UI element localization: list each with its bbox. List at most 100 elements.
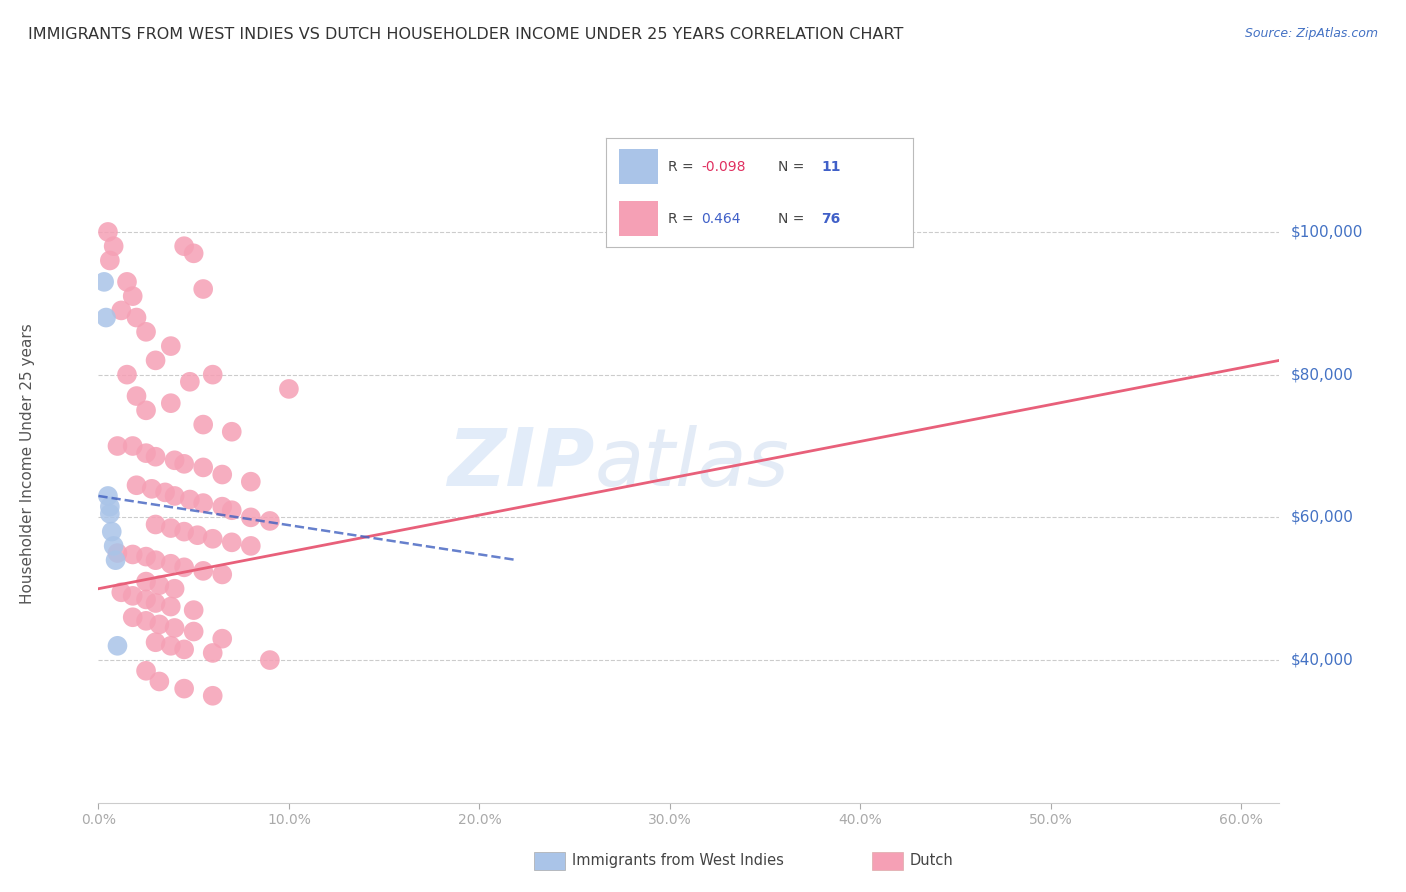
Point xyxy=(211,567,233,582)
Point xyxy=(115,275,138,289)
Point xyxy=(163,621,186,635)
Point xyxy=(239,475,262,489)
Point xyxy=(183,603,205,617)
Point xyxy=(179,492,201,507)
Point xyxy=(110,303,132,318)
Point xyxy=(221,535,243,549)
Point xyxy=(100,524,122,539)
Point xyxy=(159,639,181,653)
Point xyxy=(145,353,167,368)
Point xyxy=(173,560,195,574)
Point xyxy=(201,368,224,382)
Point xyxy=(259,514,281,528)
Text: $80,000: $80,000 xyxy=(1291,368,1354,382)
Point xyxy=(173,457,195,471)
Point xyxy=(121,610,143,624)
Point xyxy=(201,532,224,546)
Point xyxy=(186,528,208,542)
Text: Source: ZipAtlas.com: Source: ZipAtlas.com xyxy=(1244,27,1378,40)
Point xyxy=(148,674,170,689)
Point xyxy=(173,681,195,696)
Point xyxy=(163,489,186,503)
Point xyxy=(98,253,121,268)
Text: $60,000: $60,000 xyxy=(1291,510,1354,524)
Point xyxy=(97,225,120,239)
Point xyxy=(159,521,181,535)
Point xyxy=(193,282,215,296)
Point xyxy=(193,417,215,432)
Point xyxy=(153,485,176,500)
Text: IMMIGRANTS FROM WEST INDIES VS DUTCH HOUSEHOLDER INCOME UNDER 25 YEARS CORRELATI: IMMIGRANTS FROM WEST INDIES VS DUTCH HOU… xyxy=(28,27,904,42)
Point xyxy=(107,546,129,560)
Point xyxy=(183,246,205,260)
Point xyxy=(141,482,163,496)
Point xyxy=(94,310,117,325)
Point xyxy=(239,539,262,553)
Point xyxy=(239,510,262,524)
Point xyxy=(107,439,129,453)
Point xyxy=(125,478,148,492)
Point xyxy=(259,653,281,667)
Point xyxy=(163,582,186,596)
Point xyxy=(193,564,215,578)
Point xyxy=(221,425,243,439)
Point xyxy=(145,517,167,532)
Point xyxy=(173,239,195,253)
Point xyxy=(135,325,157,339)
Point xyxy=(135,574,157,589)
Point xyxy=(125,389,148,403)
Point xyxy=(211,632,233,646)
Point xyxy=(103,539,125,553)
Point xyxy=(193,460,215,475)
Point xyxy=(121,589,143,603)
Point xyxy=(121,439,143,453)
Point xyxy=(135,592,157,607)
Point xyxy=(159,339,181,353)
Point xyxy=(173,642,195,657)
Point xyxy=(125,310,148,325)
Point xyxy=(145,450,167,464)
Point xyxy=(148,617,170,632)
Point xyxy=(221,503,243,517)
Point xyxy=(121,548,143,562)
Text: $40,000: $40,000 xyxy=(1291,653,1354,667)
Point xyxy=(93,275,115,289)
Point xyxy=(97,489,120,503)
Point xyxy=(201,646,224,660)
Point xyxy=(98,500,121,514)
Text: ZIP: ZIP xyxy=(447,425,595,503)
Text: Immigrants from West Indies: Immigrants from West Indies xyxy=(572,854,785,868)
Point xyxy=(179,375,201,389)
Point xyxy=(163,453,186,467)
Point xyxy=(211,500,233,514)
Point xyxy=(277,382,299,396)
Point xyxy=(173,524,195,539)
Point xyxy=(145,596,167,610)
Point xyxy=(145,635,167,649)
Point xyxy=(135,446,157,460)
Text: $100,000: $100,000 xyxy=(1291,225,1362,239)
Point xyxy=(110,585,132,599)
Point xyxy=(145,553,167,567)
Point xyxy=(104,553,127,567)
Point xyxy=(103,239,125,253)
Point xyxy=(201,689,224,703)
Point xyxy=(148,578,170,592)
Text: Householder Income Under 25 years: Householder Income Under 25 years xyxy=(20,324,35,604)
Point xyxy=(135,403,157,417)
Text: Dutch: Dutch xyxy=(910,854,953,868)
Point xyxy=(98,507,121,521)
Point xyxy=(211,467,233,482)
Point xyxy=(183,624,205,639)
Point xyxy=(159,396,181,410)
Point xyxy=(135,614,157,628)
Point xyxy=(115,368,138,382)
Point xyxy=(135,664,157,678)
Point xyxy=(121,289,143,303)
Point xyxy=(159,557,181,571)
Point xyxy=(135,549,157,564)
Text: atlas: atlas xyxy=(595,425,789,503)
Point xyxy=(193,496,215,510)
Point xyxy=(159,599,181,614)
Point xyxy=(107,639,129,653)
